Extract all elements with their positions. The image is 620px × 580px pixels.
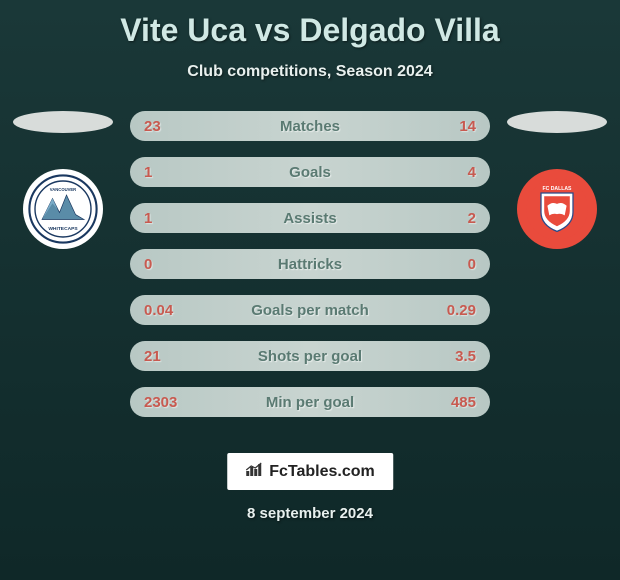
stat-left-value: 23 <box>144 118 194 135</box>
stat-label: Assists <box>283 210 336 227</box>
stat-right-value: 3.5 <box>426 348 476 365</box>
team-right-column: FC DALLAS <box>502 111 612 249</box>
stat-right-value: 485 <box>426 394 476 411</box>
svg-text:WHITECAPS: WHITECAPS <box>48 226 78 232</box>
stat-row-goals: 1 Goals 4 <box>130 157 490 187</box>
stat-row-matches: 23 Matches 14 <box>130 111 490 141</box>
player-ellipse-right <box>507 111 607 133</box>
chart-icon <box>245 461 263 482</box>
stat-label: Min per goal <box>266 394 354 411</box>
stat-right-value: 0 <box>426 256 476 273</box>
footer-date: 8 september 2024 <box>247 505 373 522</box>
team-left-badge: WHITECAPS VANCOUVER <box>23 169 103 249</box>
stat-left-value: 0 <box>144 256 194 273</box>
team-left-column: WHITECAPS VANCOUVER <box>8 111 118 249</box>
stat-row-hattricks: 0 Hattricks 0 <box>130 249 490 279</box>
stat-left-value: 2303 <box>144 394 194 411</box>
fcdallas-icon: FC DALLAS <box>525 177 589 241</box>
stat-left-value: 0.04 <box>144 302 194 319</box>
main-area: WHITECAPS VANCOUVER 23 Matches 14 1 Goal… <box>0 81 620 433</box>
svg-text:VANCOUVER: VANCOUVER <box>50 187 76 192</box>
stat-label: Hattricks <box>278 256 342 273</box>
page-title: Vite Uca vs Delgado Villa <box>0 0 620 49</box>
stat-right-value: 4 <box>426 164 476 181</box>
stat-left-value: 1 <box>144 210 194 227</box>
stats-column: 23 Matches 14 1 Goals 4 1 Assists 2 0 Ha… <box>130 111 490 433</box>
footer-logo-text: FcTables.com <box>269 463 375 481</box>
stat-label: Goals <box>289 164 331 181</box>
whitecaps-icon: WHITECAPS VANCOUVER <box>28 174 98 244</box>
stat-row-goals-per-match: 0.04 Goals per match 0.29 <box>130 295 490 325</box>
page-subtitle: Club competitions, Season 2024 <box>0 63 620 81</box>
stat-left-value: 1 <box>144 164 194 181</box>
stat-right-value: 2 <box>426 210 476 227</box>
team-right-badge: FC DALLAS <box>517 169 597 249</box>
svg-text:FC DALLAS: FC DALLAS <box>543 186 573 192</box>
stat-right-value: 0.29 <box>426 302 476 319</box>
stat-left-value: 21 <box>144 348 194 365</box>
footer-logo: FcTables.com <box>227 453 393 490</box>
stat-row-shots-per-goal: 21 Shots per goal 3.5 <box>130 341 490 371</box>
stat-row-min-per-goal: 2303 Min per goal 485 <box>130 387 490 417</box>
stat-right-value: 14 <box>426 118 476 135</box>
stat-label: Matches <box>280 118 340 135</box>
stat-label: Goals per match <box>251 302 369 319</box>
stat-row-assists: 1 Assists 2 <box>130 203 490 233</box>
player-ellipse-left <box>13 111 113 133</box>
stat-label: Shots per goal <box>258 348 362 365</box>
